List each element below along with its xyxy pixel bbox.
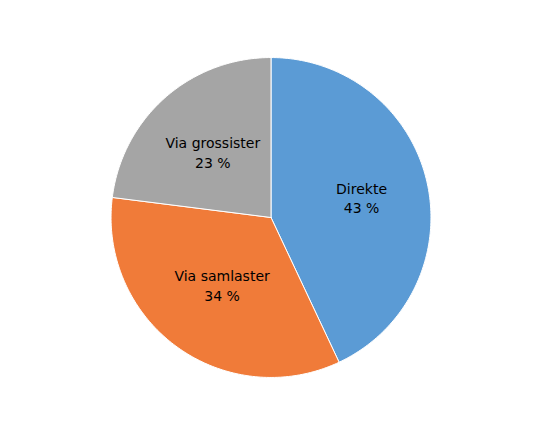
svg-text:Direkte43 %: Direkte43 %	[336, 181, 387, 217]
svg-text:Via grossister23 %: Via grossister23 %	[165, 135, 260, 171]
svg-text:Via samlaster34 %: Via samlaster34 %	[174, 268, 270, 304]
